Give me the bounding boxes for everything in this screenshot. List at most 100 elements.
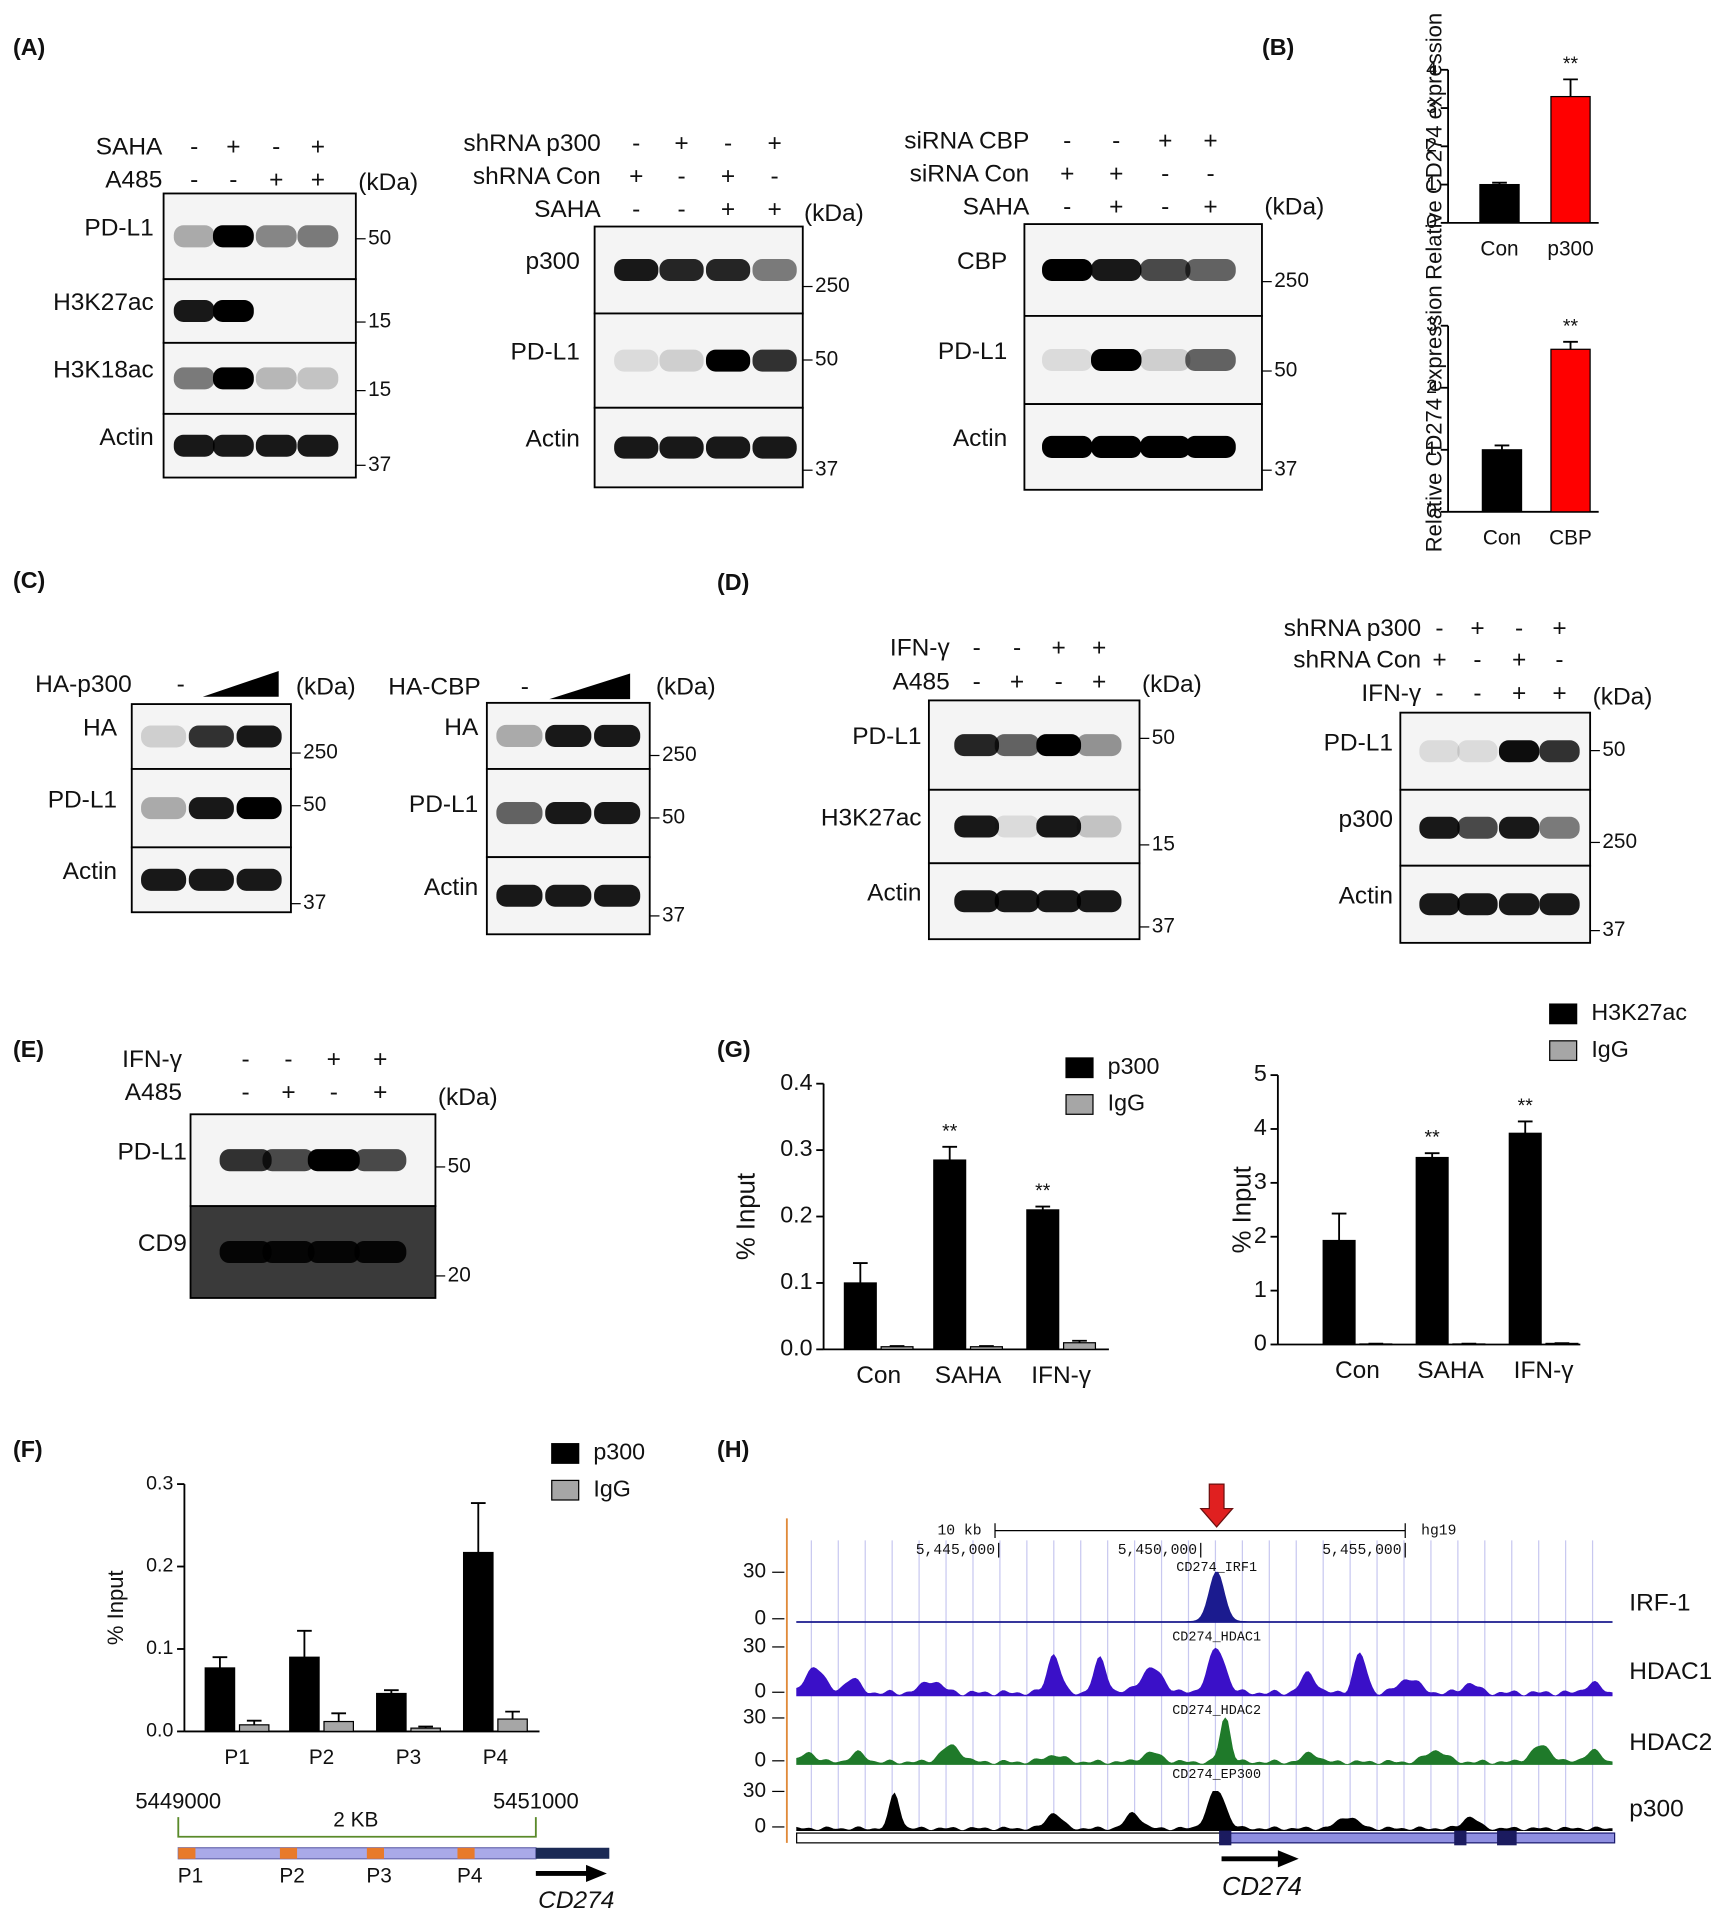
blot-band: [1139, 258, 1191, 282]
blot-band: [1498, 816, 1540, 839]
kda-marker: 37: [368, 453, 391, 476]
band-label: p300: [525, 248, 579, 275]
blot-band: [1042, 348, 1093, 372]
legend-swatch: [1549, 1040, 1578, 1062]
y-tick-label: 5: [1254, 1060, 1267, 1086]
blot-band: [141, 725, 187, 748]
treatment-sign: -: [1055, 669, 1063, 696]
band-label: PD-L1: [1324, 729, 1393, 756]
treatment-sign: +: [1158, 128, 1172, 155]
blot-band: [173, 225, 215, 248]
band-label: Actin: [526, 426, 580, 453]
blot-band: [173, 367, 215, 390]
blot-band: [219, 1241, 272, 1264]
significance-label: **: [1563, 315, 1579, 337]
blot-band: [954, 815, 1000, 838]
panel-label: (F): [13, 1436, 43, 1462]
kda-marker: 50: [448, 1154, 471, 1177]
kda-marker: 37: [303, 891, 326, 914]
blot-band: [1185, 348, 1236, 372]
track-name: CD274_IRF1: [1176, 1561, 1257, 1576]
band-label: PD-L1: [852, 723, 921, 750]
y-tick-label: 0.0: [780, 1335, 812, 1361]
blot-band: [752, 349, 797, 372]
blot-band: [1539, 893, 1580, 916]
kda-marker: 50: [368, 226, 391, 249]
y-tick-label: 0.4: [780, 1069, 812, 1095]
treatment-sign: -: [1161, 194, 1169, 221]
blot-band: [659, 349, 704, 372]
x-tick-label: CBP: [1549, 526, 1592, 549]
treatment-sign: -: [973, 634, 981, 661]
track-name: CD274_EP300: [1172, 1768, 1261, 1783]
treatment-sign: +: [1109, 161, 1123, 188]
band-label: PD-L1: [409, 791, 478, 818]
blot-band: [141, 868, 187, 891]
y-axis-label: Relative CD274 expression: [1422, 13, 1447, 280]
x-tick-label: Con: [1480, 237, 1518, 260]
treatment-sign: +: [674, 130, 688, 157]
treatment-sign: -: [177, 671, 185, 698]
treatment-label: siRNA CBP: [904, 128, 1029, 155]
legend-label: p300: [593, 1439, 645, 1465]
band-label: HA: [83, 715, 118, 742]
treatment-label: shRNA p300: [463, 130, 600, 157]
x-tick-label: SAHA: [935, 1362, 1002, 1389]
treatment-sign: -: [677, 196, 685, 223]
y-tick-label: 0.3: [780, 1135, 812, 1161]
kda-marker: 250: [1602, 830, 1637, 853]
blot-band: [236, 797, 282, 820]
scale-label: 30: [743, 1560, 766, 1583]
bar: [1508, 1132, 1542, 1346]
treatment-sign: +: [767, 196, 781, 223]
scale-label: 30: [743, 1705, 766, 1728]
kda-marker: 50: [1602, 738, 1625, 761]
significance-label: **: [1035, 1180, 1051, 1202]
y-tick-label: 2: [1254, 1222, 1267, 1248]
treatment-label: shRNA Con: [1293, 647, 1421, 674]
x-tick-label: P2: [309, 1746, 334, 1769]
primer: [178, 1847, 196, 1859]
treatment-sign: +: [721, 196, 735, 223]
kda-marker: 37: [815, 458, 838, 481]
error-bar: [297, 1629, 312, 1658]
blot-band: [1036, 734, 1082, 757]
treatment-sign: +: [311, 134, 325, 161]
blot-band: [1076, 890, 1122, 913]
blot-band: [1185, 258, 1236, 282]
blot-band: [1036, 890, 1082, 913]
primer: [366, 1847, 384, 1859]
y-tick-label: 0: [1426, 500, 1437, 522]
band-label: H3K27ac: [821, 805, 922, 832]
band-label: Actin: [867, 879, 921, 906]
blot-band: [994, 815, 1040, 838]
bar: [933, 1159, 967, 1351]
band-label: p300: [1339, 806, 1393, 833]
treatment-label: A485: [125, 1079, 182, 1106]
blot-band: [212, 300, 254, 323]
blot-band: [1139, 435, 1191, 458]
dose-triangle: [549, 673, 631, 700]
blot-band: [545, 802, 592, 825]
blot-band: [614, 258, 659, 282]
y-tick-label: 3: [1426, 314, 1437, 336]
panel-label: (H): [717, 1436, 749, 1462]
treatment-sign: +: [1552, 680, 1566, 707]
treatment-sign: +: [629, 163, 643, 190]
panel-label: (B): [1262, 34, 1294, 60]
panel-label: (A): [13, 34, 45, 60]
blot-band: [1498, 893, 1540, 916]
treatment-label: siRNA Con: [910, 161, 1030, 188]
band-label: H3K18ac: [53, 356, 154, 383]
kda-marker: 50: [662, 805, 685, 828]
track-label: IRF-1: [1629, 1590, 1690, 1617]
bar: [238, 1724, 270, 1733]
blot-band: [594, 884, 641, 907]
promoter-bar: [177, 1847, 537, 1860]
blot-band: [1457, 893, 1498, 916]
primer: [279, 1847, 298, 1859]
x-tick-label: IFN-γ: [1514, 1357, 1575, 1384]
kda-marker: 37: [1274, 458, 1297, 481]
track-name: CD274_HDAC1: [1172, 1631, 1261, 1646]
bar: [1062, 1342, 1097, 1350]
